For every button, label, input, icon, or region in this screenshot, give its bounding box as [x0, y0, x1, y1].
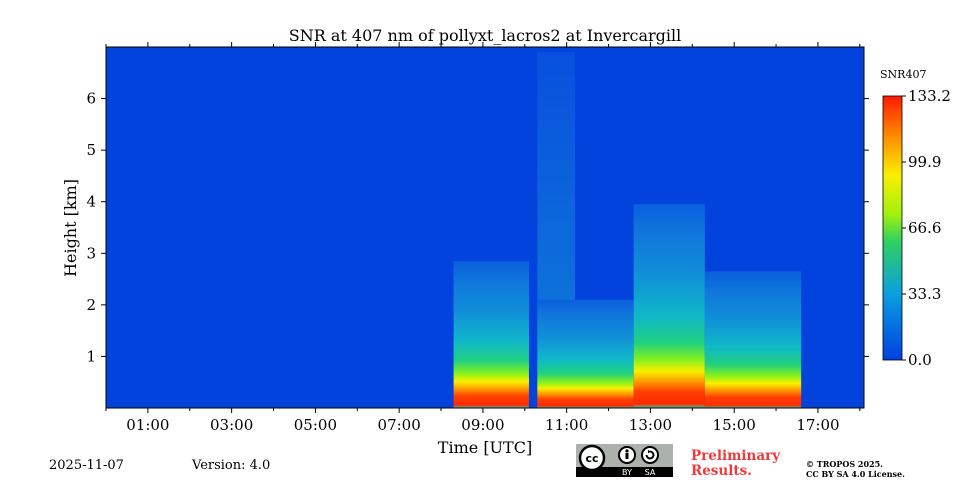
y-tick-label: 6 [86, 90, 96, 108]
x-tick-label: 01:00 [126, 416, 169, 434]
colorbar-label: SNR407 [880, 68, 926, 81]
colorbar [882, 95, 903, 361]
x-tick-label: 09:00 [461, 416, 504, 434]
version-label: Version: 4.0 [192, 458, 271, 473]
share-alike-icon [641, 446, 659, 464]
y-axis-label: Height [km] [61, 179, 80, 277]
y-axis: 1 2 3 4 5 6 [86, 90, 869, 365]
y-tick-label: 5 [86, 141, 96, 159]
signal-segment-3 [633, 204, 705, 408]
copyright-notice: © TROPOS 2025. CC BY SA 4.0 License. [806, 459, 905, 479]
preliminary-line-2: Results. [691, 463, 752, 479]
preliminary-notice: Preliminary Results. [691, 449, 780, 479]
colorbar-tick-label: 133.2 [908, 87, 951, 105]
colorbar-tick-label: 33.3 [908, 285, 941, 303]
heatmap-layer [453, 52, 802, 409]
x-tick-label: 17:00 [796, 416, 839, 434]
cc-text: cc [585, 452, 598, 465]
chart-title: SNR at 407 nm of pollyxt_lacros2 at Inve… [289, 26, 682, 45]
y-tick-label: 1 [86, 347, 96, 365]
cc-icon [578, 444, 606, 472]
x-axis: 01:00 03:00 05:00 07:00 09:00 11:00 13:00 15:00… [105, 42, 861, 434]
copyright-line-2: CC BY SA 4.0 License. [806, 469, 905, 479]
x-tick-label: 03:00 [210, 416, 253, 434]
y-tick-label: 3 [86, 244, 96, 262]
x-tick-label: 15:00 [713, 416, 756, 434]
colorbar-tick-label: 66.6 [908, 219, 941, 237]
by-text: BY [622, 468, 632, 477]
sa-text: SA [645, 468, 656, 477]
x-axis-label: Time [UTC] [438, 438, 532, 457]
date-label: 2025-11-07 [49, 458, 124, 473]
signal-segment-2 [537, 299, 634, 408]
preliminary-line-1: Preliminary [691, 448, 781, 464]
y-tick-label: 2 [86, 296, 96, 314]
plot-frame [105, 46, 865, 409]
signal-segment-1 [453, 261, 529, 408]
y-tick-label: 4 [86, 193, 96, 211]
colorbar-tick-label: 99.9 [908, 153, 941, 171]
cc-license-badge[interactable]: cc BY SA [576, 444, 673, 477]
colorbar-tick-label: 0.0 [908, 351, 932, 369]
x-tick-label: 13:00 [629, 416, 672, 434]
colorbar-ticks: 0.0 33.3 66.6 99.9 133.2 [902, 87, 951, 369]
x-tick-label: 07:00 [378, 416, 421, 434]
x-tick-label: 05:00 [294, 416, 337, 434]
signal-segment-4 [704, 271, 802, 408]
copyright-line-1: © TROPOS 2025. [806, 459, 883, 469]
x-tick-label: 11:00 [545, 416, 588, 434]
